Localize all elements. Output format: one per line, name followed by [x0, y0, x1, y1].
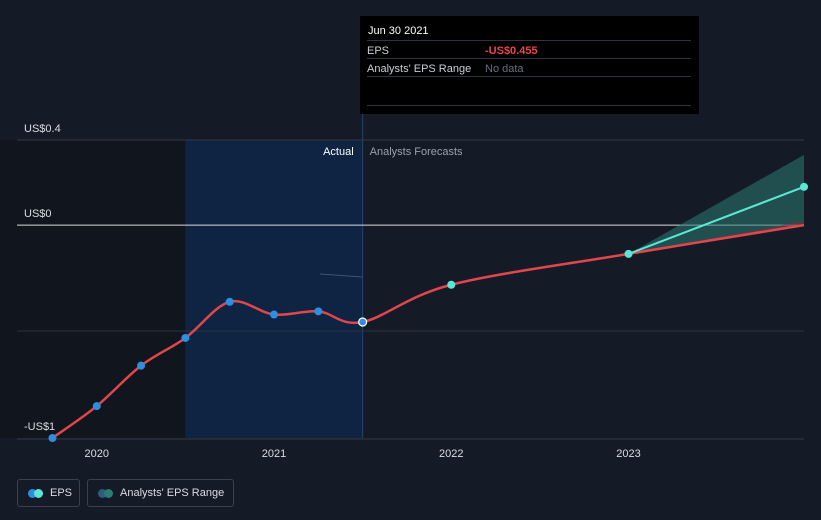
eps-point-7 [358, 317, 368, 327]
x-tick-label-2: 2022 [439, 448, 463, 460]
legend-analysts-range[interactable]: Analysts' EPS Range [87, 479, 234, 507]
reference-line [319, 273, 363, 278]
eps-forecast-point-0 [447, 280, 456, 289]
tooltip-bottom-divider [367, 105, 691, 106]
eps-point-6 [314, 307, 323, 316]
eps-point-4 [225, 297, 234, 306]
tooltip-eps-value: -US$0.455 [485, 45, 538, 57]
y-tick-label-1: US$0 [24, 208, 52, 220]
y-tick-label-2: -US$1 [24, 421, 55, 433]
eps-point-3 [181, 333, 190, 342]
tooltip-range-row: Analysts' EPS Range No data [367, 58, 691, 77]
eps-point-2 [137, 361, 146, 370]
eps-forecast-line [628, 185, 805, 255]
x-tick-label-1: 2021 [262, 448, 286, 460]
eps-point-5 [270, 310, 279, 319]
eps-forecast-point-1 [624, 249, 633, 258]
y-tick-label-0: US$0.4 [24, 123, 61, 135]
tooltip-eps-row: EPS -US$0.455 [367, 40, 691, 59]
tooltip-range-value: No data [485, 63, 524, 75]
range-legend-icon [98, 488, 114, 498]
legend-range-label: Analysts' EPS Range [120, 487, 225, 499]
tooltip: Jun 30 2021 EPS -US$0.455 Analysts' EPS … [360, 16, 699, 114]
actual-label: Actual [323, 146, 354, 158]
tooltip-eps-label: EPS [367, 45, 390, 57]
tooltip-divider [367, 76, 691, 95]
eps-legend-icon [28, 488, 44, 498]
eps-point-0 [48, 434, 57, 442]
x-tick-label-0: 2020 [85, 448, 109, 460]
tooltip-range-label: Analysts' EPS Range [367, 63, 472, 75]
forecast-label: Analysts Forecasts [370, 146, 463, 158]
eps-forecast-point-2 [800, 182, 808, 191]
legend-eps-label: EPS [50, 487, 73, 499]
tooltip-date: Jun 30 2021 [368, 25, 429, 37]
eps-point-1 [92, 402, 101, 411]
highlight-region [185, 140, 363, 438]
legend-eps[interactable]: EPS [17, 479, 80, 507]
x-tick-label-3: 2023 [616, 448, 640, 460]
